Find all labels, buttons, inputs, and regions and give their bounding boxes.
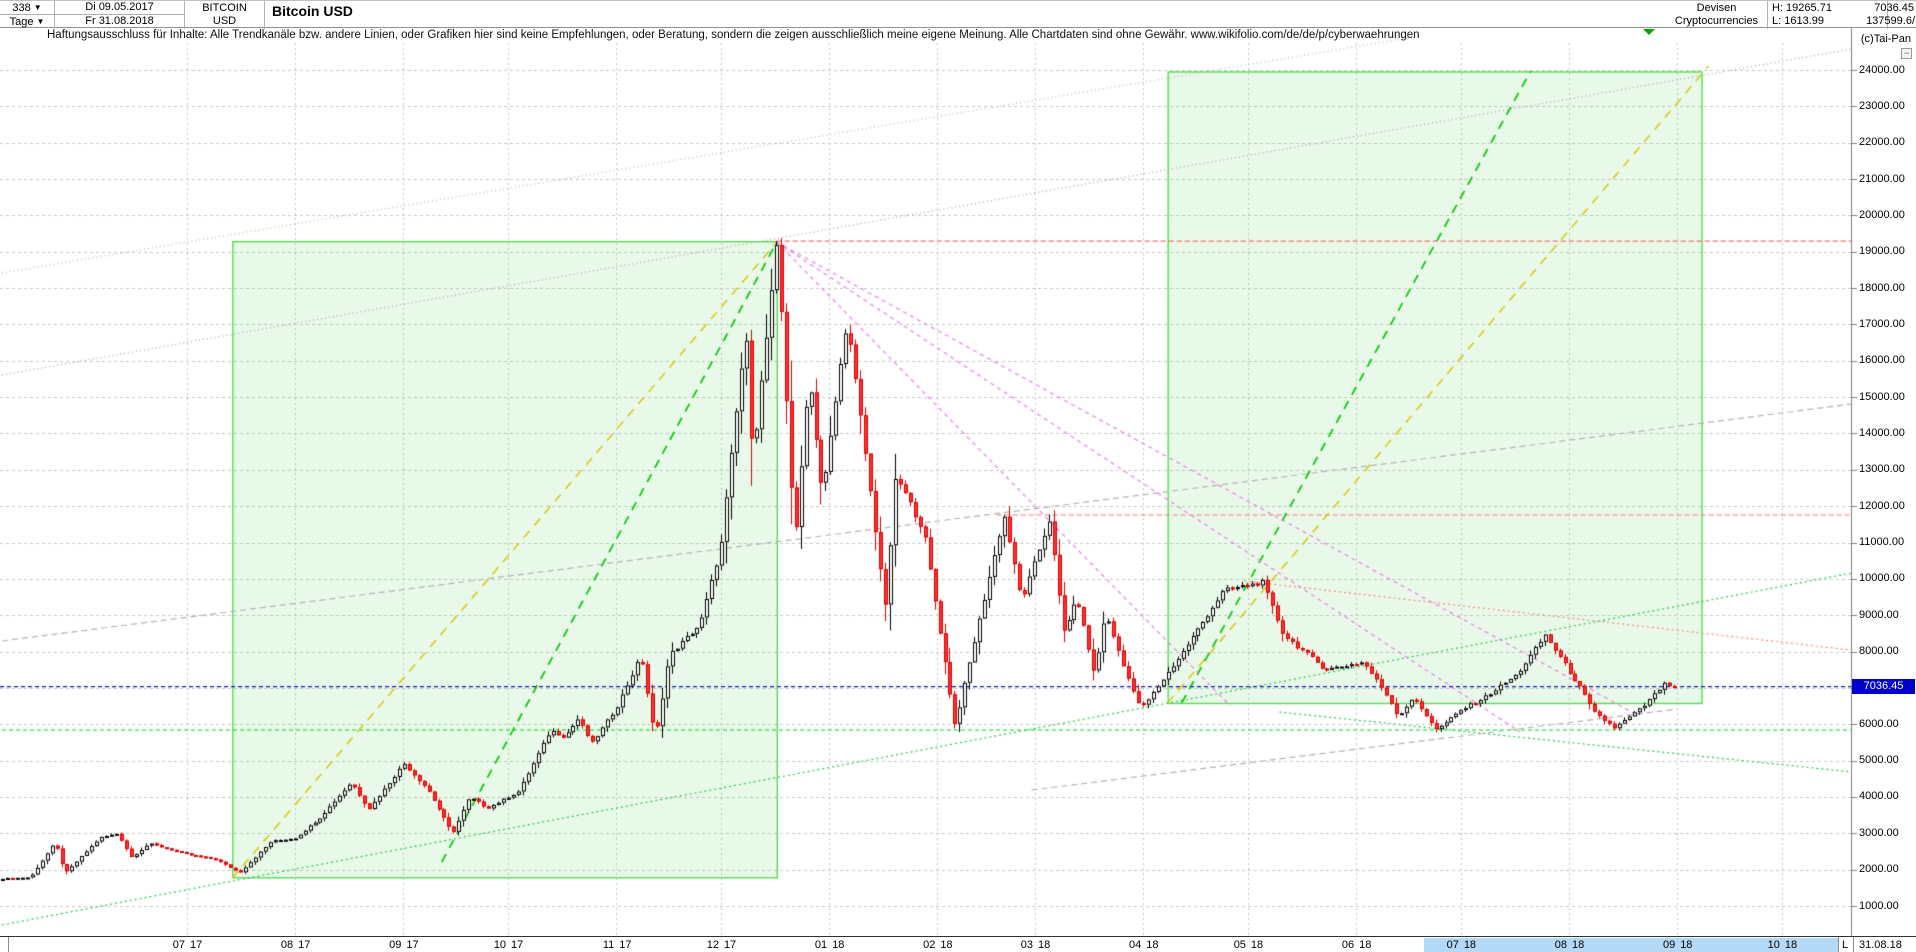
quote-cell: 7036.45 137599.6/ xyxy=(1866,2,1915,27)
year-label: 17 xyxy=(723,939,737,951)
year-label: 17 xyxy=(619,939,632,951)
month-label: 05 xyxy=(1233,939,1246,951)
axis-divider xyxy=(1838,937,1839,952)
last-bar-marker-icon xyxy=(1643,29,1656,35)
price-axis-label: 13000.00 xyxy=(1859,463,1905,476)
month-label: 01 xyxy=(814,939,828,951)
collapse-button[interactable]: − xyxy=(1901,48,1912,59)
year-label: 18 xyxy=(1038,939,1051,951)
price-axis-label: 20000.00 xyxy=(1859,208,1905,221)
chevron-down-icon: ▼ xyxy=(36,17,45,26)
price-axis-label: 2000.00 xyxy=(1859,863,1899,876)
axis-corner-divider xyxy=(8,937,9,952)
month-label: 03 xyxy=(1020,939,1034,951)
price-axis-label: 11000.00 xyxy=(1859,536,1905,549)
year-label: 18 xyxy=(1146,939,1159,951)
bars-count-dropdown[interactable]: 338 ▼ xyxy=(12,2,42,14)
year-label: 17 xyxy=(511,939,524,951)
date-to-field[interactable]: Fr 31.08.2018 xyxy=(85,15,154,27)
price-axis-label: 1000.00 xyxy=(1859,899,1899,912)
high-low-cell: H: 19265.71 L: 1613.99 xyxy=(1772,2,1832,27)
disclaimer-text: Haftungsausschluss für Inhalte: Alle Tre… xyxy=(47,29,1420,41)
month-label: 06 xyxy=(1341,939,1355,951)
price-axis-label: 16000.00 xyxy=(1859,354,1905,367)
price-axis-label: 19000.00 xyxy=(1859,245,1905,258)
price-axis-label: 12000.00 xyxy=(1859,499,1905,512)
last-date-label: 31.08.18 xyxy=(1859,939,1902,951)
price-axis-label: 15000.00 xyxy=(1859,390,1905,403)
price-axis-label: 5000.00 xyxy=(1859,754,1899,767)
month-label: 09 xyxy=(389,939,402,951)
year-label: 18 xyxy=(1784,939,1798,951)
price-axis-label: 10000.00 xyxy=(1859,572,1905,585)
month-label: 09 xyxy=(1662,939,1676,951)
year-label: 17 xyxy=(298,939,311,951)
period-dropdown[interactable]: Tage ▼ xyxy=(9,16,45,28)
month-label: 10 xyxy=(493,939,507,951)
price-axis-label: 3000.00 xyxy=(1859,826,1899,839)
last-flag-label: L xyxy=(1842,939,1849,951)
price-axis-label: 18000.00 xyxy=(1859,281,1905,294)
axis-divider xyxy=(1853,937,1854,952)
month-label: 02 xyxy=(923,939,936,951)
copyright-label: (c)Tai-Pan xyxy=(1860,33,1911,45)
date-from-field[interactable]: Di 09.05.2017 xyxy=(85,1,154,13)
price-axis-label: 8000.00 xyxy=(1859,645,1899,658)
price-axis-label: 14000.00 xyxy=(1859,426,1905,439)
month-label: 10 xyxy=(1767,939,1780,951)
month-label: 08 xyxy=(1554,939,1568,951)
year-label: 18 xyxy=(940,939,953,951)
symbol-cell: BITCOIN USD xyxy=(202,2,247,27)
month-label: 08 xyxy=(280,939,294,951)
date-axis: 07 17 08 17 09 17 10 17 11 17 12 17 01 18 02 18 03 18 04 18… xyxy=(0,936,1916,952)
price-axis-label: 6000.00 xyxy=(1859,717,1899,730)
year-label: 18 xyxy=(1250,939,1264,951)
year-label: 18 xyxy=(1572,939,1585,951)
chart-header: 338 ▼ Tage ▼ Di 09.05.2017 Fr 31.08.2018… xyxy=(0,0,1916,29)
month-label: 07 xyxy=(172,939,185,951)
month-label: 11 xyxy=(602,939,615,951)
year-label: 18 xyxy=(1463,939,1477,951)
month-label: 12 xyxy=(706,939,719,951)
month-label: 07 xyxy=(1446,939,1459,951)
chevron-down-icon: ▼ xyxy=(33,3,42,12)
price-axis-label: 21000.00 xyxy=(1859,172,1905,185)
date-axis-highlight xyxy=(1424,938,1838,952)
month-label: 04 xyxy=(1128,939,1142,951)
price-axis-label: 17000.00 xyxy=(1859,317,1905,330)
year-label: 18 xyxy=(1359,939,1372,951)
price-axis-label: 4000.00 xyxy=(1859,790,1899,803)
price-axis-label: 23000.00 xyxy=(1859,99,1905,112)
price-axis-label: 22000.00 xyxy=(1859,136,1905,149)
year-label: 17 xyxy=(406,939,419,951)
year-label: 18 xyxy=(832,939,845,951)
year-label: 18 xyxy=(1680,939,1693,951)
year-label: 17 xyxy=(189,939,203,951)
price-axis-label: 24000.00 xyxy=(1859,63,1905,76)
chart-title: Bitcoin USD xyxy=(272,3,353,19)
price-axis-label: 9000.00 xyxy=(1859,608,1899,621)
last-price-badge: 7036.45 xyxy=(1852,679,1915,695)
category-cell: Devisen Cryptocurrencies xyxy=(1674,2,1759,27)
